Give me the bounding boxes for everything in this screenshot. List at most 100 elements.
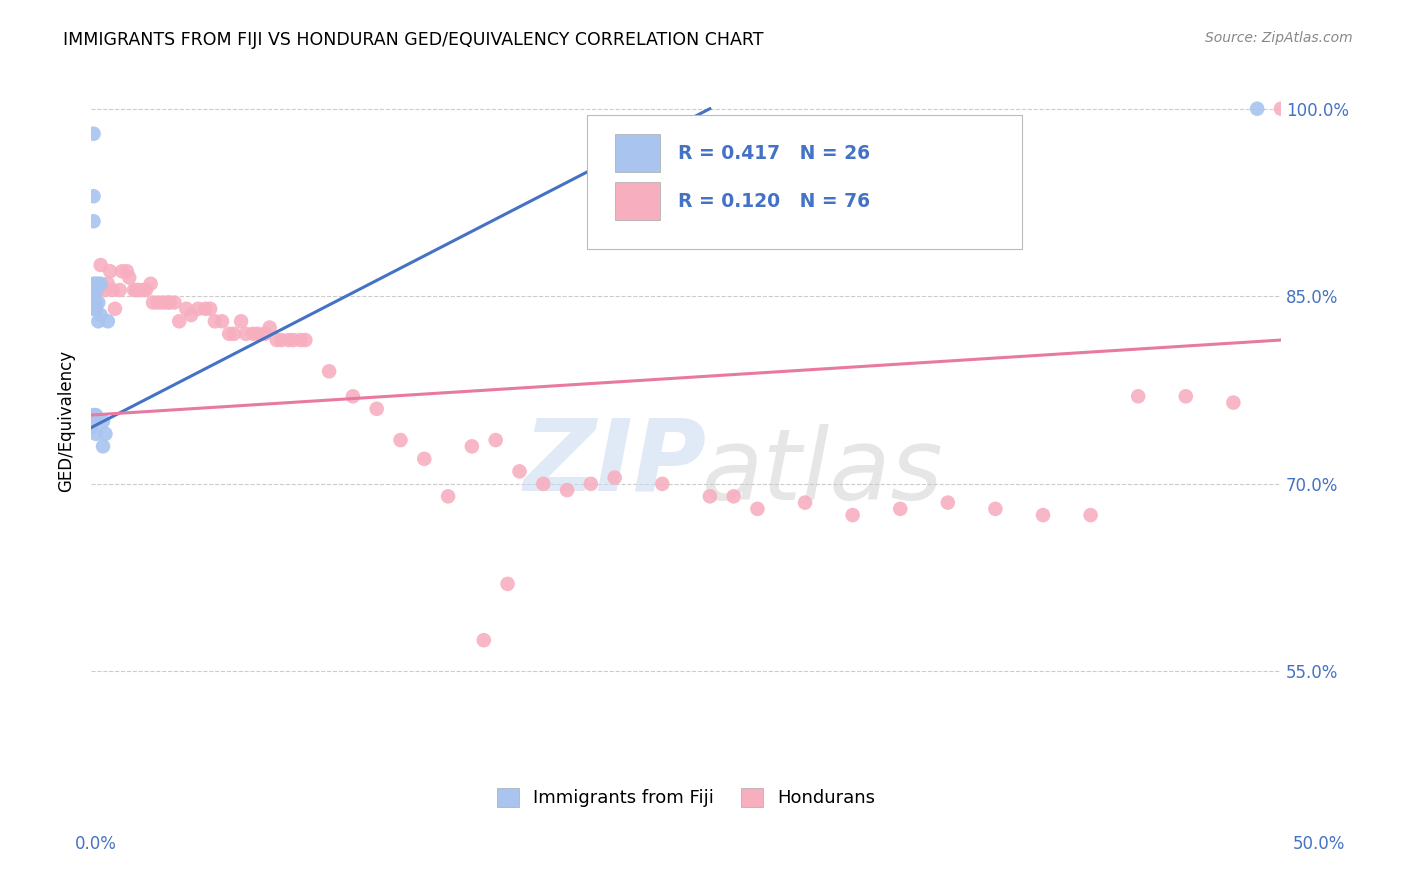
Point bbox=[83, 214, 105, 228]
Point bbox=[413, 451, 436, 466]
Point bbox=[555, 483, 578, 497]
Point bbox=[253, 326, 276, 341]
Point bbox=[91, 414, 114, 428]
Point bbox=[277, 333, 299, 347]
Point bbox=[108, 283, 131, 297]
Point bbox=[128, 283, 150, 297]
Text: IMMIGRANTS FROM FIJI VS HONDURAN GED/EQUIVALENCY CORRELATION CHART: IMMIGRANTS FROM FIJI VS HONDURAN GED/EQU… bbox=[63, 31, 763, 49]
Point bbox=[84, 408, 107, 422]
Text: R = 0.120   N = 76: R = 0.120 N = 76 bbox=[678, 192, 870, 211]
Point bbox=[1174, 389, 1197, 403]
Point bbox=[83, 289, 105, 303]
Point bbox=[163, 295, 186, 310]
Point bbox=[531, 476, 554, 491]
Point bbox=[266, 333, 288, 347]
Point bbox=[125, 283, 148, 297]
Point bbox=[342, 389, 364, 403]
Point bbox=[485, 433, 508, 447]
Text: ZIP: ZIP bbox=[523, 414, 706, 511]
Point bbox=[889, 501, 911, 516]
Point bbox=[142, 295, 165, 310]
Point bbox=[472, 633, 495, 648]
Point bbox=[318, 364, 340, 378]
Point bbox=[139, 277, 162, 291]
Point bbox=[366, 401, 388, 416]
Point bbox=[1080, 508, 1102, 522]
Point bbox=[294, 333, 316, 347]
Point bbox=[270, 333, 292, 347]
FancyBboxPatch shape bbox=[614, 182, 659, 220]
Point bbox=[84, 301, 107, 316]
Point bbox=[87, 283, 110, 297]
Point bbox=[90, 308, 112, 322]
Point bbox=[146, 295, 169, 310]
Text: Source: ZipAtlas.com: Source: ZipAtlas.com bbox=[1205, 31, 1353, 45]
Point bbox=[204, 314, 226, 328]
Point bbox=[84, 426, 107, 441]
Point bbox=[229, 314, 252, 328]
Point bbox=[187, 301, 209, 316]
Point bbox=[87, 277, 110, 291]
Point bbox=[699, 489, 721, 503]
Point bbox=[651, 476, 673, 491]
Text: R = 0.417   N = 26: R = 0.417 N = 26 bbox=[678, 144, 870, 162]
Point bbox=[84, 277, 107, 291]
Point bbox=[115, 264, 138, 278]
Y-axis label: GED/Equivalency: GED/Equivalency bbox=[58, 351, 75, 492]
Point bbox=[198, 301, 221, 316]
Point bbox=[176, 301, 198, 316]
Point bbox=[246, 326, 269, 341]
Point bbox=[84, 295, 107, 310]
Point bbox=[242, 326, 264, 341]
Point bbox=[651, 127, 673, 141]
Point bbox=[83, 277, 105, 291]
Point bbox=[290, 333, 312, 347]
Point bbox=[579, 476, 602, 491]
Point bbox=[1128, 389, 1150, 403]
Point bbox=[87, 295, 110, 310]
Point bbox=[723, 489, 745, 503]
Point bbox=[94, 283, 117, 297]
Text: 0.0%: 0.0% bbox=[75, 835, 117, 853]
Point bbox=[747, 501, 769, 516]
Point bbox=[83, 127, 105, 141]
Point bbox=[508, 464, 530, 478]
Point bbox=[389, 433, 412, 447]
Point bbox=[437, 489, 460, 503]
FancyBboxPatch shape bbox=[588, 115, 1022, 250]
Point bbox=[159, 295, 181, 310]
Point bbox=[90, 277, 112, 291]
Point bbox=[1246, 102, 1268, 116]
Point bbox=[152, 295, 174, 310]
Point bbox=[180, 308, 202, 322]
Legend: Immigrants from Fiji, Hondurans: Immigrants from Fiji, Hondurans bbox=[489, 780, 883, 814]
Point bbox=[87, 314, 110, 328]
Point bbox=[90, 258, 112, 272]
Point bbox=[211, 314, 233, 328]
Point bbox=[94, 426, 117, 441]
Point bbox=[1270, 102, 1292, 116]
Point bbox=[83, 189, 105, 203]
Point bbox=[132, 283, 155, 297]
Point bbox=[84, 301, 107, 316]
Point bbox=[101, 283, 124, 297]
Point bbox=[80, 420, 103, 434]
Point bbox=[222, 326, 245, 341]
Point bbox=[194, 301, 217, 316]
Point bbox=[1222, 395, 1244, 409]
Point bbox=[156, 295, 179, 310]
Point bbox=[603, 470, 626, 484]
Point bbox=[794, 495, 817, 509]
Text: atlas: atlas bbox=[702, 425, 943, 522]
Point bbox=[83, 301, 105, 316]
Point bbox=[218, 326, 240, 341]
Point bbox=[496, 577, 519, 591]
Point bbox=[111, 264, 134, 278]
Point bbox=[118, 270, 141, 285]
Point bbox=[104, 301, 127, 316]
Point bbox=[1032, 508, 1054, 522]
Point bbox=[91, 439, 114, 453]
Point bbox=[83, 295, 105, 310]
Point bbox=[984, 501, 1007, 516]
Point bbox=[283, 333, 305, 347]
